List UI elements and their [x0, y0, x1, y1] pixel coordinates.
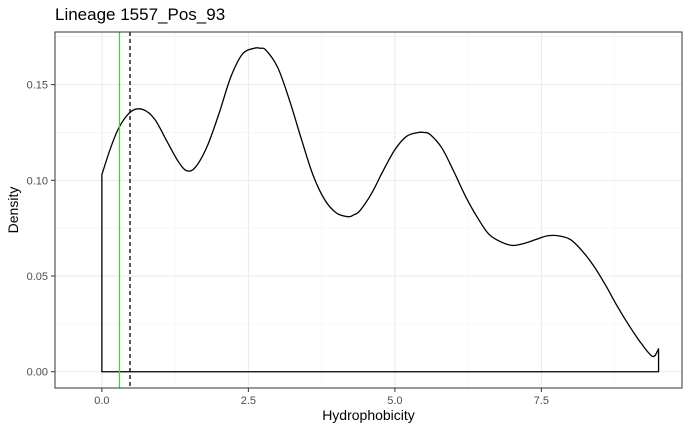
x-axis-title: Hydrophobicity	[322, 407, 415, 423]
x-tick-label: 7.5	[534, 395, 549, 407]
x-axis: 0.0 2.5 5.0 7.5	[94, 388, 549, 407]
y-tick-label: 0.10	[27, 175, 48, 187]
density-series	[101, 47, 660, 373]
y-axis-title: Density	[5, 187, 21, 234]
density-curve	[101, 47, 660, 373]
chart-title: Lineage 1557_Pos_93	[55, 5, 225, 24]
y-tick-label: 0.15	[27, 80, 48, 92]
major-gridlines	[55, 32, 682, 388]
panel-border	[54, 31, 683, 389]
y-tick-label: 0.00	[27, 367, 48, 379]
x-tick-label: 0.0	[94, 395, 109, 407]
x-tick-label: 2.5	[241, 395, 256, 407]
x-tick-label: 5.0	[387, 395, 402, 407]
minor-gridlines	[55, 32, 682, 388]
reference-lines	[118, 32, 131, 388]
y-tick-label: 0.05	[27, 271, 48, 283]
y-axis: 0.00 0.05 0.10 0.15	[27, 80, 55, 379]
